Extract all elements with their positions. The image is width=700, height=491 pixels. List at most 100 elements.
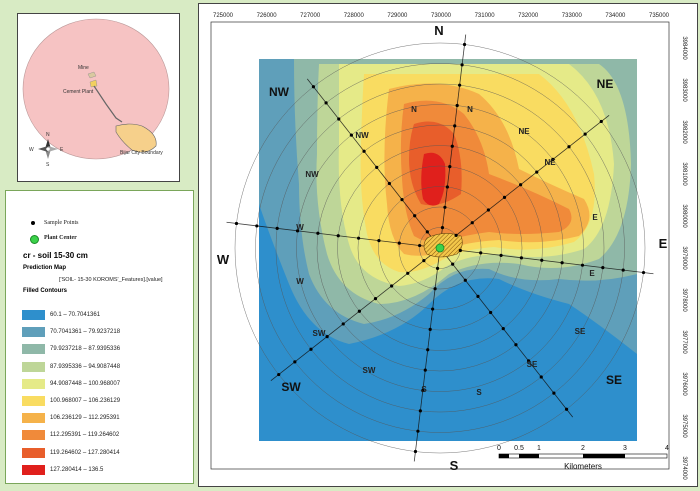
spoke-labels: N N NE NE NW NW E E W W SW SW S S SE SE [296,105,598,397]
scale-tick-label: 0 [497,445,501,452]
legend-class-row: 112.295391 – 119.264602 [22,429,119,441]
label-cement-plant: Cement Plant [63,89,94,95]
sample-point [458,83,462,87]
compass-n: N [46,132,50,138]
sample-point [552,391,556,395]
sample-point-icon [31,221,35,225]
grid-ring [255,63,625,433]
y-tick-label: 3976000 [681,372,687,396]
sample-point [422,259,426,263]
sample-point [440,226,445,230]
sample-point [295,229,300,233]
legend-class-row: 127.280414 – 136.5 [22,464,103,476]
legend-swatch [22,310,45,320]
grid-spoke [439,247,574,418]
grid-spoke [413,247,441,462]
filled-contours-label: Filled Contours [23,288,67,294]
grid-ring [275,83,605,413]
grid-spoke [439,114,610,249]
sample-point [499,253,503,257]
sample-point [486,208,490,212]
sample-point [479,251,483,255]
x-tick-label: 727000 [300,13,321,19]
x-tick-label: 734000 [605,13,626,19]
locator-map: Mine Cement Plant Bijar City Boundary N … [17,13,180,182]
spoke-label-n1: N [411,105,417,114]
sample-point [349,133,354,137]
y-tick-labels: 3984000 3983000 3982000 3981000 3980000 39790… [681,36,687,480]
legend-class-row: 70.7041361 – 79.9237218 [22,326,120,338]
sample-point [357,309,361,313]
label-mine: Mine [78,65,89,71]
sample-point [234,221,239,226]
spoke-label-se2: SE [575,327,586,336]
grid-spoke [306,78,441,249]
sample-point [514,343,518,347]
sample-point [621,268,625,272]
plant-center-icon [30,235,39,244]
legend-class-label: 112.295391 – 119.264602 [50,432,120,439]
sample-point [293,360,297,364]
scale-tick-label: 2 [581,445,585,452]
compass-w: W [29,147,34,153]
sample-point [583,132,587,136]
sample-point [560,261,564,265]
y-tick-label: 3979000 [681,246,687,270]
x-tick-labels: 725000 726000 727000 728000 729000 730000 7310… [213,13,670,19]
spoke-label-s1: S [421,385,427,394]
sample-point [324,101,328,105]
direction-sw: SW [281,380,301,394]
legend-class-row: 94.9087448 – 100.968007 [22,378,120,390]
prediction-map: 725000 726000 727000 728000 729000 730000 7310… [198,3,698,487]
sample-point [387,181,391,186]
field-reference: ['SOIL- 15-30 KOROMS'_Features].[value] [59,277,163,283]
sample-point [601,266,605,270]
sample-point [311,85,316,89]
grid-ring [357,165,523,331]
layer-title: cr - soil 15-30 cm [23,251,88,260]
sample-point [325,334,329,339]
sample-points-layer [234,42,646,454]
scale-tick-label: 0.5 [514,445,524,452]
legend-swatch [22,464,45,475]
sample-point [458,248,462,253]
bijar-city-area [115,123,157,153]
spoke-label-nw2: NW [305,170,319,179]
sample-point [416,429,420,433]
legend-class-label: 87.9395336 – 94.9087448 [50,363,121,370]
spoke-label-ne1: NE [518,127,530,136]
y-tick-label: 3974000 [681,456,687,480]
grid-spoke [439,247,654,275]
sample-point [413,214,417,218]
sample-point [476,294,480,298]
legend-class-label: 60.1 – 70.7041361 [50,312,101,318]
north-arrow-icon [38,139,58,159]
sample-point [431,307,435,311]
spoke-label-e2: E [589,269,595,278]
legend-swatch [22,361,45,372]
sample-point [450,144,454,148]
x-tick-label: 729000 [387,13,408,19]
sample-point [489,310,493,315]
sampling-grid [226,34,654,462]
sample-point [390,284,394,288]
legend-class-label: 127.280414 – 136.5 [50,466,104,473]
direction-s: S [450,458,459,473]
sample-point [641,270,646,275]
sample-point [375,165,379,169]
sample-point [406,271,410,275]
direction-w: W [217,252,230,267]
legend-plant-center: Plant Center [44,235,77,241]
sample-point [425,230,429,234]
sample-point [445,185,449,189]
scale-bar: 0 0.5 1 2 3 4 Kilometers [497,445,669,471]
sample-point [373,297,378,301]
sample-point [460,63,464,67]
legend-class-label: 106.236129 – 112.295391 [50,415,120,422]
x-tick-label: 733000 [562,13,583,19]
sample-point [539,375,543,379]
grid-ring [296,104,584,392]
legend-class-label: 94.9087448 – 100.968007 [50,380,121,387]
road-line [93,85,123,123]
legend-class-row: 119.264602 – 127.280414 [22,447,120,459]
